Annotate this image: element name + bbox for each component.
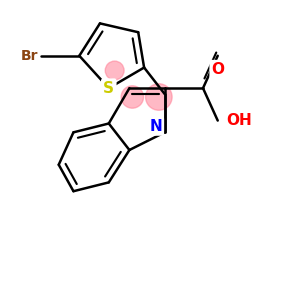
Text: S: S	[103, 81, 114, 96]
Circle shape	[146, 84, 172, 110]
Circle shape	[121, 86, 143, 108]
Circle shape	[105, 61, 124, 80]
Text: N: N	[149, 119, 162, 134]
Text: Br: Br	[21, 49, 38, 63]
Text: OH: OH	[226, 113, 252, 128]
Text: O: O	[211, 62, 224, 77]
